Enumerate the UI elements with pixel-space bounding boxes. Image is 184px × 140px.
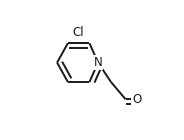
Text: N: N	[94, 56, 102, 69]
Text: O: O	[132, 93, 141, 106]
Text: Cl: Cl	[73, 26, 84, 39]
